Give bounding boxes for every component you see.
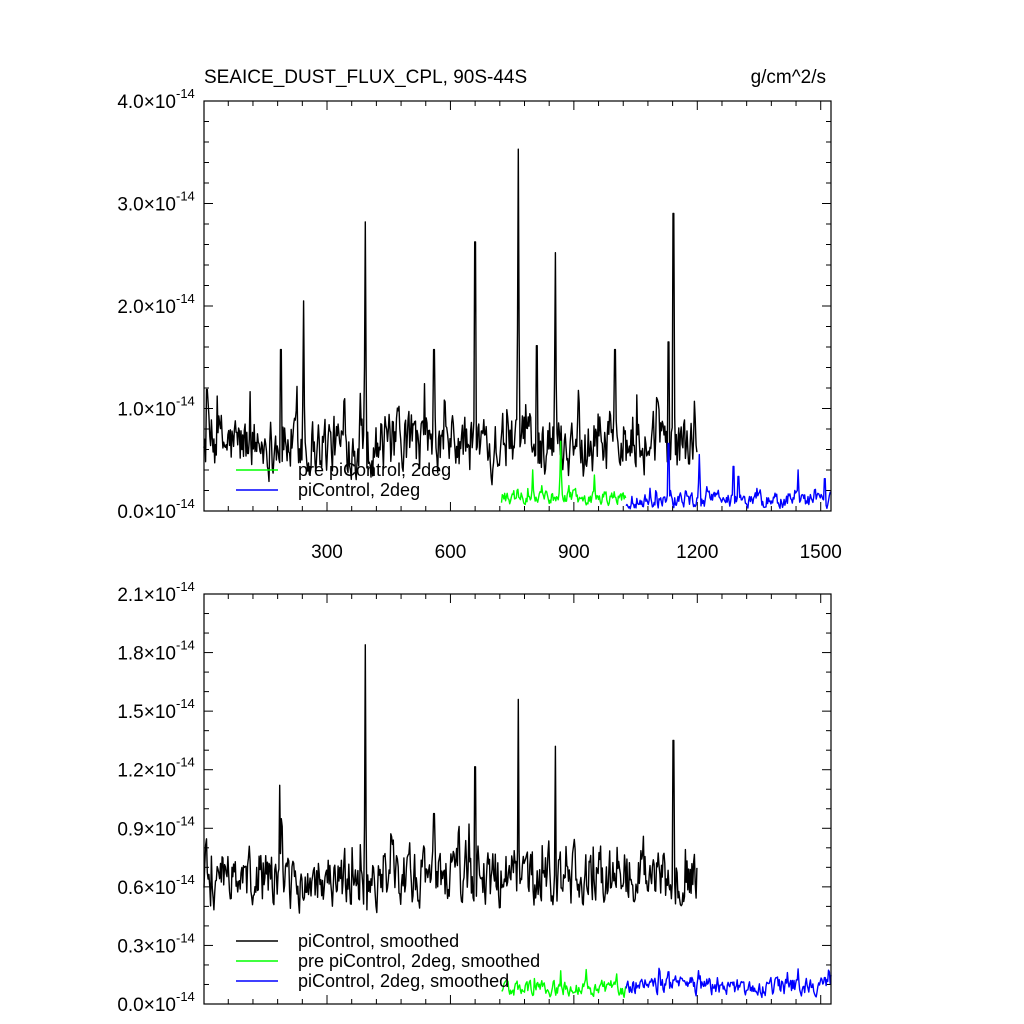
y-tick-exponent: -14 <box>176 579 195 594</box>
y-tick-base: 10 <box>155 502 176 523</box>
y-tick-label: 1.2×10 <box>117 761 176 782</box>
y-tick-times: × <box>144 92 155 113</box>
y-tick-label: 3.0×10 <box>117 195 176 216</box>
y-tick-label: 0.0×10 <box>117 995 176 1016</box>
y-tick-exponent: -14 <box>176 638 195 653</box>
y-tick-mantissa: 0.9 <box>117 819 143 840</box>
series-line-1 <box>500 440 627 507</box>
y-tick-base: 10 <box>155 819 176 840</box>
x-tick-label: 1500 <box>800 542 842 563</box>
y-tick-mantissa: 0.0 <box>117 995 143 1016</box>
y-tick-base: 10 <box>155 644 176 665</box>
y-tick-mantissa: 0.6 <box>117 878 143 899</box>
y-tick-base: 10 <box>155 92 176 113</box>
y-tick-label: 2.0×10 <box>117 297 176 318</box>
y-tick-exponent: -14 <box>176 755 195 770</box>
y-tick-exponent: -14 <box>176 813 195 828</box>
y-tick-times: × <box>144 936 155 957</box>
y-tick-label: 0.6×10 <box>117 878 176 899</box>
series-line-2 <box>625 967 832 999</box>
x-tick-label: 1200 <box>676 542 718 563</box>
legend-label: piControl, smoothed <box>298 931 459 951</box>
y-tick-times: × <box>144 585 155 606</box>
legend-label: piControl, 2deg, smoothed <box>298 971 509 991</box>
y-tick-exponent: -14 <box>176 291 195 306</box>
y-tick-label: 1.5×10 <box>117 702 176 723</box>
y-tick-times: × <box>144 761 155 782</box>
bottom-plot-frame <box>203 593 832 1005</box>
y-tick-base: 10 <box>155 195 176 216</box>
top-title: SEAICE_DUST_FLUX_CPL, 90S-44S <box>204 67 527 88</box>
y-tick-times: × <box>144 878 155 899</box>
legend-label: piControl, 2deg <box>298 480 420 500</box>
y-tick-label: 2.1×10 <box>117 585 176 606</box>
y-tick-times: × <box>144 400 155 421</box>
y-tick-mantissa: 0.3 <box>117 936 143 957</box>
series-line-2 <box>625 442 832 510</box>
series-line-1 <box>501 968 627 998</box>
y-tick-times: × <box>144 502 155 523</box>
series-line-0 <box>203 148 698 486</box>
top-plot-frame <box>203 100 832 512</box>
x-tick-label: 300 <box>311 542 343 563</box>
y-tick-label: 4.0×10 <box>117 92 176 113</box>
y-tick-mantissa: 1.5 <box>117 702 143 723</box>
y-tick-mantissa: 1.0 <box>117 400 143 421</box>
y-tick-label: 0.3×10 <box>117 936 176 957</box>
y-tick-mantissa: 1.2 <box>117 761 143 782</box>
y-tick-times: × <box>144 819 155 840</box>
bottom-y-tick-labels: 0.0×10 -140.3×10 -140.6×10 -140.9×10 -141.2×… <box>117 579 194 1016</box>
y-tick-mantissa: 3.0 <box>117 195 143 216</box>
y-tick-exponent: -14 <box>176 989 195 1004</box>
y-tick-times: × <box>144 195 155 216</box>
top-panel: SEAICE_DUST_FLUX_CPL, 90S-44S g/cm^2/s 0… <box>117 67 842 563</box>
top-series-group <box>203 148 832 510</box>
y-tick-base: 10 <box>155 878 176 899</box>
y-tick-label: 1.0×10 <box>117 400 176 421</box>
y-tick-mantissa: 2.1 <box>117 585 143 606</box>
bottom-ticks <box>204 593 831 1005</box>
y-tick-exponent: -14 <box>176 696 195 711</box>
y-tick-label: 1.8×10 <box>117 644 176 665</box>
y-tick-mantissa: 1.8 <box>117 644 143 665</box>
y-tick-mantissa: 0.0 <box>117 502 143 523</box>
legend-label: pre piControl, 2deg <box>298 460 451 480</box>
y-tick-base: 10 <box>155 400 176 421</box>
y-tick-times: × <box>144 995 155 1016</box>
y-tick-base: 10 <box>155 297 176 318</box>
y-tick-exponent: -14 <box>176 872 195 887</box>
y-tick-times: × <box>144 644 155 665</box>
series-line-0 <box>203 644 698 914</box>
y-tick-base: 10 <box>155 585 176 606</box>
y-tick-times: × <box>144 297 155 318</box>
y-tick-times: × <box>144 702 155 723</box>
legend-label: pre piControl, 2deg, smoothed <box>298 951 540 971</box>
y-tick-exponent: -14 <box>176 86 195 101</box>
y-tick-base: 10 <box>155 702 176 723</box>
bottom-panel: 0.0×10 -140.3×10 -140.6×10 -140.9×10 -141.2×… <box>117 579 832 1016</box>
bottom-series-group <box>203 644 832 999</box>
y-tick-mantissa: 2.0 <box>117 297 143 318</box>
y-tick-base: 10 <box>155 761 176 782</box>
x-tick-label: 900 <box>558 542 590 563</box>
top-y-tick-labels: 0.0×10 -141.0×10 -142.0×10 -143.0×10 -144.0×… <box>117 86 194 523</box>
y-tick-exponent: -14 <box>176 394 195 409</box>
y-tick-base: 10 <box>155 995 176 1016</box>
y-tick-label: 0.0×10 <box>117 502 176 523</box>
y-tick-exponent: -14 <box>176 930 195 945</box>
top-ticks <box>204 100 831 512</box>
y-tick-mantissa: 4.0 <box>117 92 143 113</box>
top-x-tick-labels: 300 600 900 1200 1500 <box>311 542 842 563</box>
x-tick-label: 600 <box>435 542 467 563</box>
y-tick-exponent: -14 <box>176 189 195 204</box>
y-tick-base: 10 <box>155 936 176 957</box>
y-tick-label: 0.9×10 <box>117 819 176 840</box>
top-units: g/cm^2/s <box>751 67 826 88</box>
y-tick-exponent: -14 <box>176 496 195 511</box>
